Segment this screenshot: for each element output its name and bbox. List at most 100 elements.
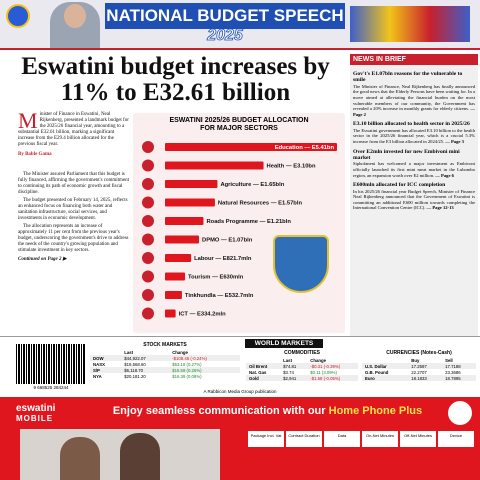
market-cell: $53.18 (0.27%) xyxy=(172,361,202,367)
market-cell: NASX xyxy=(93,361,105,367)
lead-column: M inister of Finance in Eswatini, Neal R… xyxy=(18,108,130,263)
brief-text: Siphofaneni has welcomed a major investm… xyxy=(353,161,475,178)
market-cell: 18.7895 xyxy=(445,375,461,381)
bar-label: Tinkhundla — E532.7mln xyxy=(185,293,254,299)
market-row: U.S. Dollar 17.2597 17.7188 xyxy=(362,363,476,369)
ad-person xyxy=(60,437,100,480)
ad-column: Data xyxy=(324,431,360,447)
drop-cap: M xyxy=(18,108,38,133)
market-row: Oil Brent $74.81 -$0.31 (-0.39%) xyxy=(246,363,358,369)
market-cell: -$1.58 (-0.05%) xyxy=(310,375,341,381)
sector-icon xyxy=(142,252,154,264)
banner-year: 2025 xyxy=(207,27,243,45)
market-header: Last Change xyxy=(90,349,240,355)
brief-body: The Eswatini government has allocated E3… xyxy=(353,127,475,144)
bar xyxy=(165,272,186,281)
brief-text: The Eswatini government has allocated E3… xyxy=(353,128,475,145)
coat-of-arms xyxy=(273,235,329,293)
market-cell: U.S. Dollar xyxy=(365,363,387,369)
market-row: G.B. Pound 22.2707 23.3686 xyxy=(362,369,476,375)
market-cell: 22.2707 xyxy=(411,369,427,375)
ad-brand-sub: MOBILE xyxy=(16,414,54,423)
sector-icon xyxy=(142,159,154,172)
bar-label: DPMO — E1.07bln xyxy=(202,238,253,244)
brief-headline: Over E2mln invested for new Embivoni min… xyxy=(353,148,460,161)
market-cell: Nat. Gas xyxy=(249,369,267,375)
body-paragraph: The budget presented on February 14, 202… xyxy=(18,198,128,221)
brief-page: — Page 3 xyxy=(445,138,464,144)
market-cell: $6,118.70 xyxy=(124,367,144,373)
market-cell: $19,568.60 xyxy=(124,361,146,367)
markets-title: WORLD MARKETS xyxy=(245,339,323,348)
market-table: Last Change Oil Brent $74.81 -$0.31 (-0.39%)… xyxy=(246,357,358,381)
market-cell: S/P xyxy=(93,367,100,373)
market-column: Last xyxy=(283,357,293,363)
brief-headline: Gov't's E1.07bln reasons for the vulnera… xyxy=(353,71,463,84)
market-cell: Gold xyxy=(249,375,259,381)
market-column: Buy xyxy=(411,357,420,363)
barcode-digits: 9 668525 284244 xyxy=(33,385,69,390)
bar xyxy=(165,235,200,244)
body-text: The Minister assured Parliament that thi… xyxy=(18,172,130,254)
market-cell: 23.3686 xyxy=(445,369,461,375)
market-cell: $0.11 (3.09%) xyxy=(310,369,337,375)
infographic-title: ESWATINI 2025/26 BUDGET ALLOCATION FOR M… xyxy=(169,117,309,132)
market-row: S/P $6,118.70 $15.59 (0.26%) xyxy=(90,367,240,373)
brief-page: — Page 6 xyxy=(435,172,454,178)
sector-icon xyxy=(142,289,154,301)
market-cell: $2,941 xyxy=(283,375,297,381)
bar xyxy=(165,198,215,207)
brief-body: In his 2025/26 financial year Budget Spe… xyxy=(353,188,475,211)
advert: eswatini MOBILE Enjoy seamless communica… xyxy=(0,397,480,480)
bar-label: Roads Programme — E1.21bln xyxy=(206,219,291,225)
barcode xyxy=(16,344,86,384)
lead-text: inister of Finance in Eswatini, Neal Rij… xyxy=(18,112,129,147)
sector-icon xyxy=(142,178,154,190)
sector-icon xyxy=(142,196,154,209)
sector-icon xyxy=(142,307,154,320)
market-cell: 17.7188 xyxy=(445,363,461,369)
market-header: Last Change xyxy=(246,357,358,363)
photo-face xyxy=(64,4,86,28)
market-row: Euro 18.1833 18.7895 xyxy=(362,375,476,381)
market-header: Buy Sell xyxy=(362,357,476,363)
brief-headline: E3.10 billion allocated to health sector… xyxy=(353,121,470,128)
publisher: A Rabbicon Media Group publication xyxy=(203,389,277,394)
masthead: NATIONAL BUDGET SPEECH 2025 xyxy=(0,0,480,48)
brief-items: Gov't's E1.07bln reasons for the vulnera… xyxy=(350,65,478,213)
bar-label: Education — E5.41bn xyxy=(275,145,335,151)
ad-column: Package Incl. Vat xyxy=(248,431,284,447)
bar xyxy=(165,217,204,225)
market-cell: $74.81 xyxy=(283,363,297,369)
bar-label: Natural Resources — E1.57bln xyxy=(218,201,303,207)
sector-chart: Education — E5.41bn Health — E3.10bn Agric… xyxy=(142,141,337,320)
market-title: CURRENCIES (Notes-Cash) xyxy=(386,350,452,356)
market-cell: $15.59 (0.26%) xyxy=(172,367,202,373)
market-cell: $20,181.20 xyxy=(124,373,146,379)
market-table: Last Change DOW $44,922.07 -$108.46 (-0.24%)… xyxy=(90,349,240,379)
brief-headline: E600mln allocated for ICC completion xyxy=(353,182,446,189)
market-cell: $16.39 (0.08%) xyxy=(172,373,202,379)
market-cell: $3.74 xyxy=(283,369,294,375)
market-cell: Oil Brent xyxy=(249,363,268,369)
rule xyxy=(0,336,480,337)
market-row: DOW $44,922.07 -$108.46 (-0.24%) xyxy=(90,355,240,361)
brief-title: NEWS IN BRIEF xyxy=(350,54,478,65)
bar-label: Tourism — E630mln xyxy=(188,275,244,281)
brief-page: — Page 12-13 xyxy=(426,205,454,211)
bar xyxy=(165,143,337,151)
market-cell: -$0.31 (-0.39%) xyxy=(310,363,341,369)
ad-slogan-bold: Home Phone Plus xyxy=(328,405,423,417)
rule xyxy=(0,48,480,50)
bar-label: Health — E3.10bn xyxy=(267,164,316,170)
sector-icon xyxy=(142,215,154,227)
sector-icon xyxy=(142,233,154,246)
market-cell: -$108.46 (-0.24%) xyxy=(172,355,207,361)
market-title: COMMODITIES xyxy=(284,350,320,356)
market-cell: NYA xyxy=(93,373,102,379)
headline: Eswatini budget increases by 11% to E32.… xyxy=(21,53,330,106)
ad-column: Contract Duration xyxy=(286,431,322,447)
brief-text: In his 2025/26 financial year Budget Spe… xyxy=(353,189,475,211)
bar xyxy=(165,309,176,318)
flag-icon xyxy=(6,4,30,28)
